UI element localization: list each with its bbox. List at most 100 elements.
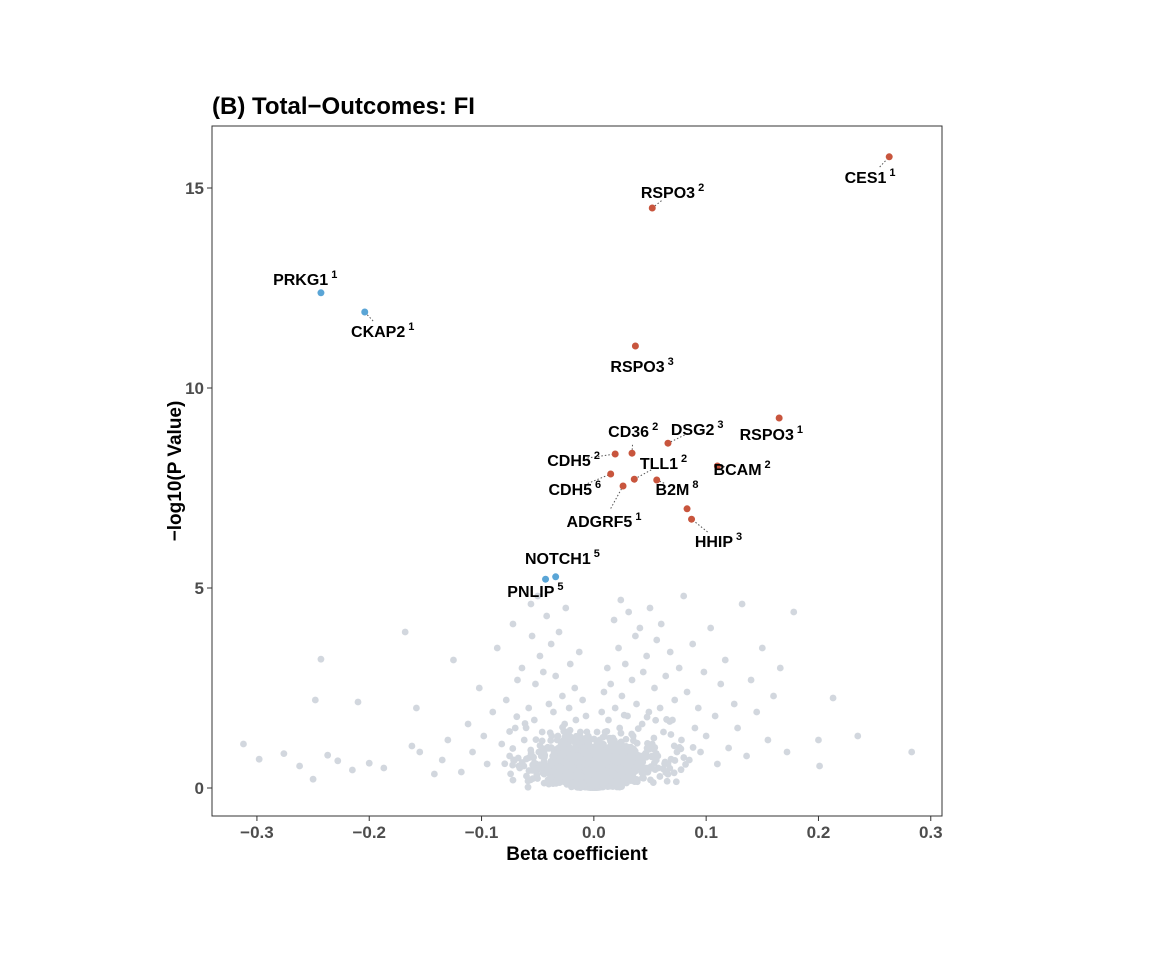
background-point bbox=[625, 608, 633, 616]
background-point bbox=[617, 596, 625, 604]
background-point bbox=[528, 632, 536, 640]
background-point bbox=[547, 640, 555, 648]
y-tick-label: 15 bbox=[185, 179, 204, 198]
x-tick-label: 0.3 bbox=[919, 823, 943, 842]
background-point bbox=[606, 734, 614, 742]
gene-label-cdh5: CDH5 2 bbox=[547, 450, 600, 470]
background-point bbox=[566, 660, 574, 668]
background-point bbox=[509, 761, 517, 769]
label-connector bbox=[587, 453, 616, 459]
background-point bbox=[509, 776, 517, 784]
background-point bbox=[530, 753, 537, 761]
background-point bbox=[689, 744, 697, 751]
background-points-layer bbox=[240, 592, 916, 792]
background-point bbox=[602, 760, 610, 768]
background-point bbox=[530, 716, 538, 724]
highlighted-point-rspo3 bbox=[775, 414, 783, 422]
background-point bbox=[480, 732, 488, 740]
background-point bbox=[675, 664, 683, 672]
background-point bbox=[608, 740, 616, 748]
background-point bbox=[616, 724, 624, 732]
background-point bbox=[634, 725, 642, 733]
background-point bbox=[354, 698, 362, 706]
x-tick-label: 0.2 bbox=[807, 823, 831, 842]
background-point bbox=[540, 779, 548, 787]
background-point bbox=[662, 672, 670, 680]
gene-label-b2m: B2M 8 bbox=[656, 479, 699, 499]
background-point bbox=[464, 720, 472, 728]
background-point bbox=[593, 752, 601, 760]
y-tick-label: 5 bbox=[195, 579, 204, 598]
background-point bbox=[607, 680, 615, 688]
background-point bbox=[518, 664, 526, 672]
background-point bbox=[648, 753, 656, 761]
background-point bbox=[663, 777, 671, 785]
background-point bbox=[738, 600, 746, 608]
background-point bbox=[908, 748, 916, 756]
background-point bbox=[546, 744, 554, 752]
background-point bbox=[605, 748, 612, 756]
background-point bbox=[536, 652, 544, 660]
background-point bbox=[611, 704, 619, 712]
gene-label-rspo3: RSPO3 3 bbox=[610, 356, 673, 376]
background-point bbox=[523, 772, 530, 780]
background-point bbox=[317, 655, 325, 663]
background-point bbox=[583, 768, 591, 776]
background-point bbox=[550, 752, 558, 760]
background-point bbox=[570, 764, 578, 772]
gene-label-rspo3: RSPO3 2 bbox=[641, 182, 704, 202]
background-point bbox=[654, 752, 662, 760]
gene-label-ces1: CES1 1 bbox=[845, 167, 896, 187]
background-point bbox=[664, 760, 672, 768]
y-axis-title: −log10(P Value) bbox=[165, 401, 186, 542]
background-point bbox=[506, 752, 514, 760]
background-point bbox=[605, 716, 612, 724]
background-point bbox=[324, 751, 332, 759]
background-point bbox=[469, 748, 476, 756]
background-point bbox=[596, 736, 603, 744]
background-point bbox=[552, 672, 560, 680]
gene-labels-layer: CES1 1 RSPO3 2 PRKG1 1 CKAP2 1 RSPO3 3 RSPO3 1 DSG2 3… bbox=[273, 167, 895, 601]
background-point bbox=[614, 744, 622, 752]
background-point bbox=[776, 664, 784, 672]
background-point bbox=[610, 616, 618, 624]
background-point bbox=[534, 775, 541, 782]
background-point bbox=[600, 740, 607, 748]
background-point bbox=[645, 708, 653, 716]
highlighted-point-hhip bbox=[683, 505, 691, 513]
background-point bbox=[730, 700, 738, 708]
background-point bbox=[562, 604, 570, 612]
background-point bbox=[713, 760, 721, 768]
label-connector bbox=[656, 479, 665, 484]
background-point bbox=[636, 624, 644, 632]
background-point bbox=[572, 716, 580, 724]
background-point bbox=[576, 728, 584, 736]
background-point bbox=[651, 684, 658, 692]
background-point bbox=[430, 770, 438, 778]
background-point bbox=[617, 729, 625, 737]
background-point bbox=[438, 756, 446, 764]
background-point bbox=[608, 778, 616, 786]
x-tick-label: −0.2 bbox=[352, 823, 386, 842]
background-point bbox=[600, 688, 608, 696]
background-point bbox=[541, 760, 548, 768]
background-point bbox=[513, 713, 521, 721]
gene-label-cd36: CD36 2 bbox=[608, 421, 658, 441]
background-point bbox=[656, 704, 664, 712]
background-point bbox=[539, 668, 547, 676]
highlighted-point-adgrf5 bbox=[619, 482, 627, 490]
highlighted-point-ces1 bbox=[885, 153, 893, 161]
background-point bbox=[532, 680, 539, 688]
background-point bbox=[525, 704, 533, 712]
background-point bbox=[666, 648, 674, 656]
background-point bbox=[527, 746, 535, 754]
background-point bbox=[579, 737, 587, 744]
background-point bbox=[568, 783, 575, 791]
background-point bbox=[628, 676, 636, 684]
background-point bbox=[532, 736, 540, 744]
y-tick-label: 0 bbox=[195, 779, 204, 798]
background-point bbox=[522, 755, 530, 763]
background-point bbox=[651, 759, 658, 767]
background-point bbox=[534, 592, 542, 600]
background-point bbox=[648, 764, 656, 772]
